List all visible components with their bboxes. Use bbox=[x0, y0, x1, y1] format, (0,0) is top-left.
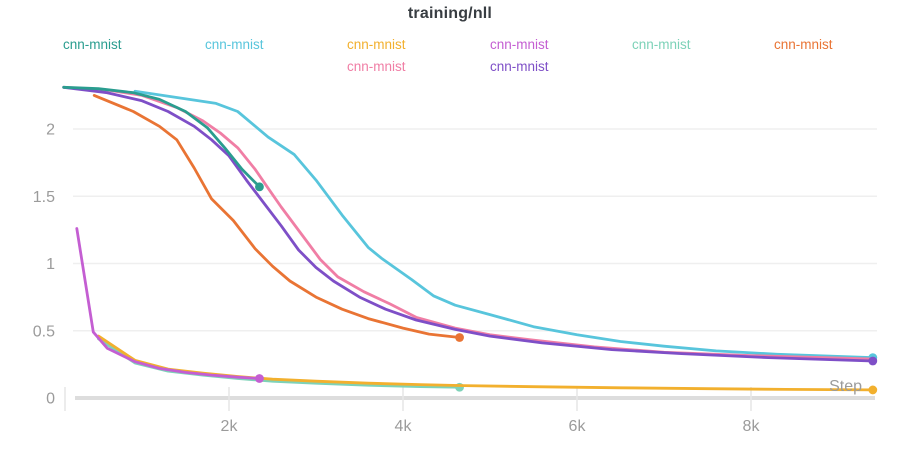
x-tick-label-2k: 2k bbox=[221, 418, 239, 435]
chart-legend: cnn-mnist cnn-mnist cnn-mnist cnn-mnist cnn-… bbox=[0, 0, 900, 80]
series-line-pink bbox=[62, 85, 875, 361]
series-end-dot-orchid bbox=[255, 374, 264, 383]
y-tick-label-2: 2 bbox=[46, 122, 55, 139]
legend-item-orchid[interactable]: cnn-mnist bbox=[490, 37, 549, 52]
legend-item-mint[interactable]: cnn-mnist bbox=[632, 37, 691, 52]
y-tick-label-1: 1 bbox=[46, 256, 55, 273]
series-line-orchid bbox=[75, 227, 261, 380]
x-axis-title: Step bbox=[829, 378, 862, 395]
legend-item-pink[interactable]: cnn-mnist bbox=[347, 59, 406, 74]
series-end-dot-purple bbox=[868, 356, 878, 366]
series-line-cyan bbox=[133, 89, 875, 360]
y-tick-label-0.5: 0.5 bbox=[33, 323, 55, 340]
series-line-orange bbox=[92, 94, 462, 339]
series-end-dot-gold bbox=[868, 385, 878, 395]
series-end-dot-teal bbox=[255, 182, 264, 192]
chart-title: training/nll bbox=[407, 5, 493, 22]
y-tick-label-0: 0 bbox=[46, 391, 55, 408]
series-line-gold bbox=[97, 334, 875, 392]
x-tick-label-6k: 6k bbox=[569, 418, 587, 435]
legend-item-purple[interactable]: cnn-mnist bbox=[490, 59, 549, 74]
series-line-purple bbox=[62, 85, 875, 363]
legend-item-orange[interactable]: cnn-mnist bbox=[774, 37, 833, 52]
series-end-dot-orange bbox=[455, 333, 464, 342]
legend-item-gold[interactable]: cnn-mnist bbox=[347, 37, 406, 52]
x-tick-label-4k: 4k bbox=[395, 418, 413, 435]
x-tick-label-8k: 8k bbox=[743, 418, 761, 435]
y-tick-label-1.5: 1.5 bbox=[33, 189, 55, 206]
legend-item-cyan[interactable]: cnn-mnist bbox=[205, 37, 264, 52]
legend-item-teal[interactable]: cnn-mnist bbox=[63, 37, 122, 52]
series-line-teal bbox=[62, 85, 261, 189]
